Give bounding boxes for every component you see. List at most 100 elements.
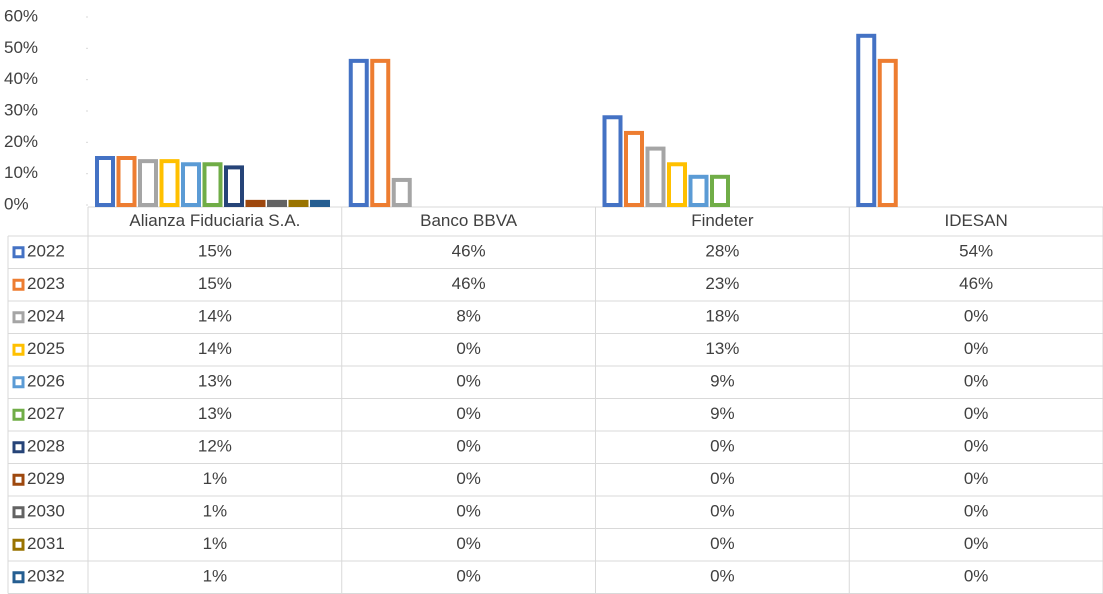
bar <box>856 33 877 207</box>
legend-label: 2027 <box>27 404 65 423</box>
table-value: 0% <box>964 567 989 586</box>
table-value: 46% <box>959 274 993 293</box>
bar <box>602 115 623 207</box>
bar <box>245 199 266 208</box>
table-value: 0% <box>964 404 989 423</box>
table-value: 1% <box>203 534 228 553</box>
legend-key <box>12 311 25 324</box>
bar <box>710 174 730 208</box>
y-tick-label: 40% <box>4 69 38 88</box>
y-tick-label: 30% <box>4 100 38 119</box>
y-tick-label: 10% <box>4 163 38 182</box>
legend-label: 2022 <box>27 242 65 261</box>
table-value: 14% <box>198 307 232 326</box>
table-value: 0% <box>964 502 989 521</box>
table-value: 9% <box>710 372 735 391</box>
legend-label: 2023 <box>27 274 65 293</box>
table-value: 1% <box>203 567 228 586</box>
x-tick-label: Banco BBVA <box>420 211 518 230</box>
legend-key <box>12 343 25 356</box>
bar <box>181 162 201 207</box>
bar <box>95 156 115 207</box>
table-value: 0% <box>456 534 481 553</box>
y-tick-label: 20% <box>4 132 38 151</box>
table-value: 0% <box>964 469 989 488</box>
legend-label: 2024 <box>27 307 65 326</box>
table-value: 0% <box>456 502 481 521</box>
legend-label: 2026 <box>27 372 65 391</box>
x-tick-label: Findeter <box>691 211 754 230</box>
bar <box>138 159 158 207</box>
bar <box>267 199 287 208</box>
y-tick-label: 0% <box>4 194 29 213</box>
legend-key <box>12 408 25 421</box>
table-value: 15% <box>198 274 232 293</box>
y-tick-label: 50% <box>4 38 38 57</box>
legend-key <box>12 538 25 551</box>
table-value: 0% <box>964 339 989 358</box>
table-value: 14% <box>198 339 232 358</box>
legend-label: 2025 <box>27 339 65 358</box>
table-value: 0% <box>710 502 735 521</box>
legend-key <box>12 571 25 584</box>
table-value: 0% <box>964 534 989 553</box>
table-value: 0% <box>710 567 735 586</box>
table-value: 54% <box>959 242 993 261</box>
table-value: 0% <box>964 437 989 456</box>
bar <box>348 58 369 207</box>
table-value: 18% <box>705 307 739 326</box>
legend-key <box>12 441 25 454</box>
table-value: 0% <box>964 372 989 391</box>
legend-key <box>12 246 25 259</box>
bar <box>116 156 137 207</box>
table-value: 1% <box>203 502 228 521</box>
table-value: 0% <box>456 404 481 423</box>
bar <box>624 130 644 207</box>
table-value: 0% <box>456 339 481 358</box>
table-value: 12% <box>198 437 232 456</box>
table-value: 46% <box>452 274 486 293</box>
table-value: 0% <box>456 567 481 586</box>
legend-label: 2028 <box>27 437 65 456</box>
table-value: 13% <box>198 372 232 391</box>
table-value: 0% <box>710 534 735 553</box>
bar <box>391 177 412 207</box>
table-value: 0% <box>710 437 735 456</box>
legend-key <box>12 473 25 486</box>
table-value: 28% <box>705 242 739 261</box>
table-value: 1% <box>203 469 228 488</box>
legend-key <box>12 376 25 389</box>
legend-label: 2030 <box>27 502 65 521</box>
table-value: 8% <box>456 307 481 326</box>
bar <box>645 146 666 208</box>
table-value: 46% <box>452 242 486 261</box>
legend-key <box>12 506 25 519</box>
y-tick-label: 60% <box>4 6 38 25</box>
bar <box>202 162 223 207</box>
table-value: 0% <box>456 372 481 391</box>
bar <box>288 199 309 208</box>
bar <box>688 174 709 208</box>
legend-label: 2029 <box>27 469 65 488</box>
bar <box>877 58 898 207</box>
table-value: 13% <box>705 339 739 358</box>
legend-label: 2031 <box>27 534 65 553</box>
bar <box>310 199 330 208</box>
table-value: 0% <box>456 469 481 488</box>
table-value: 9% <box>710 404 735 423</box>
table-value: 23% <box>705 274 739 293</box>
bar <box>224 165 244 207</box>
legend-key <box>12 278 25 291</box>
legend-label: 2032 <box>27 567 65 586</box>
table-value: 13% <box>198 404 232 423</box>
bar <box>159 159 180 207</box>
bar <box>667 162 687 207</box>
table-value: 0% <box>964 307 989 326</box>
bar <box>370 58 391 207</box>
table-value: 0% <box>456 437 481 456</box>
table-value: 15% <box>198 242 232 261</box>
x-tick-label: IDESAN <box>944 211 1007 230</box>
table-value: 0% <box>710 469 735 488</box>
x-tick-label: Alianza Fiduciaria S.A. <box>129 211 300 230</box>
